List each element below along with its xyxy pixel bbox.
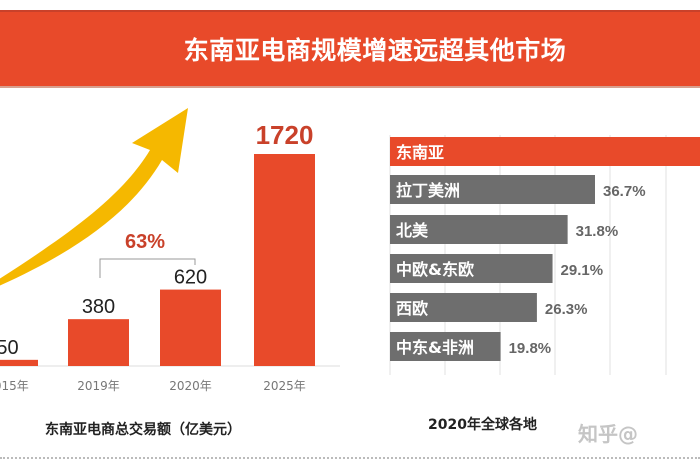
hbar-北美	[390, 215, 568, 244]
bar-2019年	[68, 319, 129, 366]
x-tick-label: 2019年	[77, 379, 120, 393]
hbar-西欧	[390, 293, 537, 322]
bar-2025年	[254, 154, 315, 366]
page-title: 东南亚电商规模增速远超其他市场	[183, 36, 567, 65]
hbar-中欧&东欧	[390, 254, 553, 283]
watermark: 知乎@	[578, 422, 638, 446]
bar-value-label: 29.1%	[561, 262, 604, 279]
bar-category-label: 中东&非洲	[396, 338, 474, 357]
right-chart-caption: 2020年全球各地	[428, 417, 537, 433]
bar-category-label: 拉丁美洲	[396, 181, 460, 200]
x-tick-label: 2015年	[0, 379, 29, 393]
title-band	[0, 10, 700, 88]
x-tick-label: 2020年	[169, 379, 212, 393]
bar-value-label: 26.3%	[545, 301, 588, 318]
bar-value-label: 31.8%	[576, 223, 619, 240]
divider	[0, 457, 700, 459]
data-label: 380	[82, 296, 115, 318]
growth-annotation: 63%	[125, 231, 165, 253]
data-label: 50	[0, 337, 19, 359]
bar-category-label: 东南亚	[396, 143, 444, 162]
x-tick-label: 2025年	[263, 379, 306, 393]
growth-bracket	[99, 258, 196, 278]
left-chart-caption: 东南亚电商总交易额（亿美元）	[45, 422, 241, 438]
bar-category-label: 北美	[396, 221, 429, 240]
data-label: 1720	[256, 120, 314, 150]
bar-value-label: 19.8%	[509, 340, 552, 357]
bar-value-label: 36.7%	[603, 183, 646, 200]
bar-2015年	[0, 359, 38, 366]
bar-category-label: 中欧&东欧	[396, 260, 474, 279]
hbar-拉丁美洲	[390, 175, 595, 204]
data-label: 620	[174, 267, 207, 289]
hbar-中东&非洲	[390, 332, 501, 361]
hbar-东南亚	[390, 137, 700, 166]
growth-arrow-icon	[0, 108, 188, 286]
bar-category-label: 西欧	[396, 299, 428, 318]
bar-2020年	[160, 289, 221, 366]
